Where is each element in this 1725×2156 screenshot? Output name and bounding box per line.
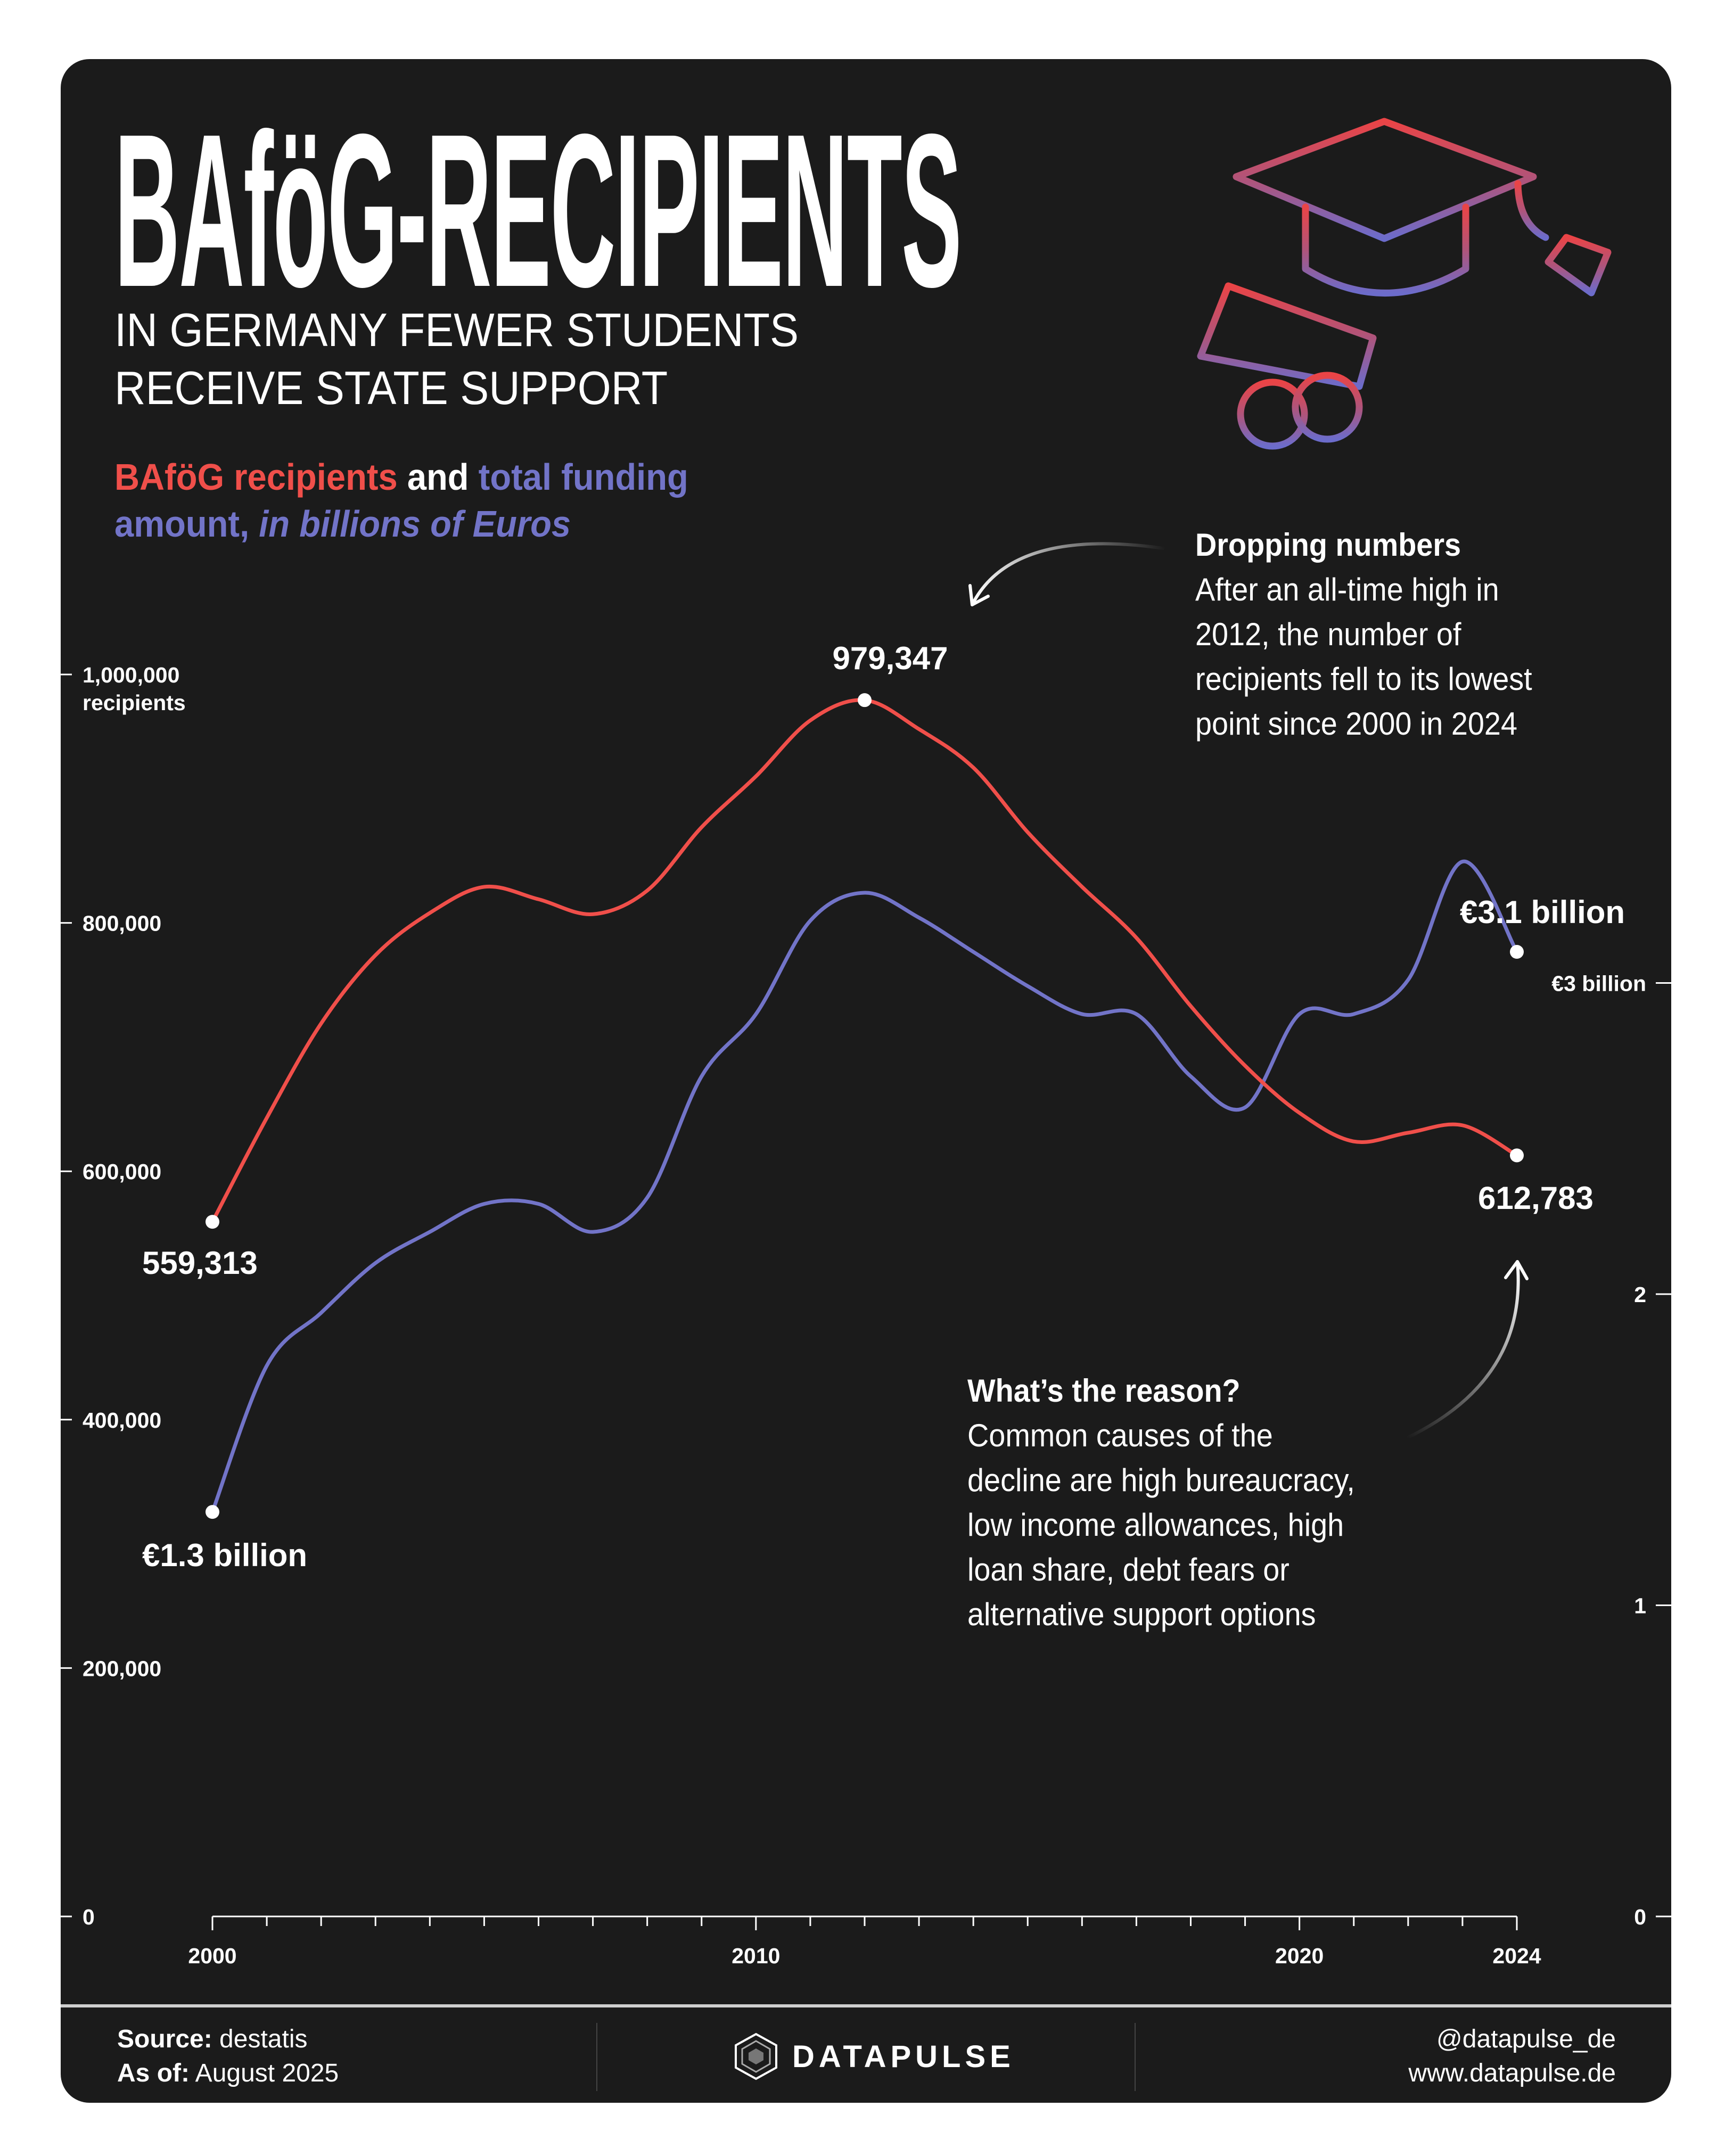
chart-legend: BAföG recipients and total funding amoun… <box>114 454 688 547</box>
y-left-unit-label: recipients <box>83 690 186 715</box>
annotation-line: recipients fell to its lowest <box>1195 661 1532 697</box>
y-right-tick-label: 1 <box>1634 1594 1646 1618</box>
graduation-cap-icon <box>1197 118 1612 450</box>
legend-recipients: BAföG recipients <box>114 456 398 498</box>
x-tick-label: 2000 <box>188 1944 236 1968</box>
data-point-dot <box>1510 1148 1524 1163</box>
label-rec-2024: 612,783 <box>1478 1180 1593 1216</box>
annotation-dropping-title: Dropping numbers <box>1195 527 1461 563</box>
data-point-dot <box>858 693 872 707</box>
label-rec-2012: 979,347 <box>833 640 948 676</box>
y-right-tick-label: €3 billion <box>1551 972 1646 996</box>
funding-line <box>210 860 1519 1514</box>
footer-divider-right <box>1135 2023 1136 2091</box>
y-right-tick-label: 0 <box>1634 1905 1646 1929</box>
subtitle: IN GERMANY FEWER STUDENTS RECEIVE STATE … <box>114 301 799 417</box>
x-tick-label: 2024 <box>1492 1944 1541 1968</box>
legend-funding: total funding <box>478 456 688 498</box>
legend-funding-cont: amount, <box>114 503 259 545</box>
legend-unit: in billions of Euros <box>259 503 571 545</box>
x-tick-label: 2020 <box>1275 1944 1324 1968</box>
recipients-line <box>210 698 1519 1224</box>
y-left-tick-label: 600,000 <box>83 1159 161 1184</box>
asof-value: August 2025 <box>189 2059 339 2087</box>
y-left-tick-label: 1,000,000 <box>83 663 179 687</box>
y-left-tick-label: 200,000 <box>83 1656 161 1681</box>
annotation-line: low income allowances, high <box>967 1507 1344 1543</box>
y-left-tick-label: 0 <box>83 1905 95 1929</box>
website-link[interactable]: www.datapulse.de <box>1408 2059 1616 2087</box>
annotation-line: alternative support options <box>967 1597 1316 1632</box>
page-title: BAföG-RECIPIENTS <box>114 88 962 332</box>
annotation-line: decline are high bureaucracy, <box>967 1462 1355 1498</box>
data-point-dot <box>206 1505 219 1519</box>
annotation-reason-title: What’s the reason? <box>967 1373 1241 1409</box>
footer-source: Source: destatis As of: August 2025 <box>117 2022 339 2091</box>
annotation-line: 2012, the number of <box>1195 616 1461 652</box>
footer-divider-left <box>596 2023 597 2091</box>
brand-logo: DATAPULSE <box>734 2032 1015 2080</box>
annotation-line: point since 2000 in 2024 <box>1195 706 1517 742</box>
brand-name: DATAPULSE <box>792 2039 1015 2074</box>
annotation-arrow-reason <box>1407 1260 1529 1439</box>
social-handle[interactable]: @datapulse_de <box>1436 2025 1616 2053</box>
y-left-tick-label: 400,000 <box>83 1408 161 1433</box>
data-point-dot <box>1510 945 1524 959</box>
source-value: destatis <box>212 2025 308 2053</box>
label-fund-2024: €3.1 billion <box>1460 894 1625 930</box>
data-point-dot <box>206 1215 219 1229</box>
data-labels: 979,347 559,313 €1.3 billion €3.1 billio… <box>142 640 1625 1573</box>
annotation-line: Common causes of the <box>967 1418 1273 1453</box>
annotation-line: After an all-time high in <box>1195 572 1499 607</box>
series-lines <box>206 693 1524 1519</box>
label-rec-2000: 559,313 <box>142 1245 258 1281</box>
datapulse-logo-icon <box>735 2032 777 2080</box>
label-fund-2000: €1.3 billion <box>142 1537 307 1573</box>
asof-label: As of: <box>117 2059 190 2087</box>
subtitle-line-2: RECEIVE STATE SUPPORT <box>114 361 668 414</box>
source-label: Source: <box>117 2025 212 2053</box>
legend-and: and <box>397 456 479 498</box>
footer-divider <box>61 2004 1671 2007</box>
y-left-tick-label: 800,000 <box>83 911 161 936</box>
annotation-arrow-dropping <box>968 542 1165 606</box>
infographic-card <box>61 59 1671 2103</box>
subtitle-line-1: IN GERMANY FEWER STUDENTS <box>114 303 799 356</box>
annotation-dropping: Dropping numbers After an all-time high … <box>1195 523 1532 746</box>
x-tick-label: 2010 <box>732 1944 780 1968</box>
axes: 2000 2010 2020 2024 0 200,000 400,000 600,000 80… <box>61 663 1671 1968</box>
footer-contact: @datapulse_de www.datapulse.de <box>1408 2022 1616 2091</box>
annotation-line: loan share, debt fears or <box>967 1552 1289 1587</box>
y-right-tick-label: 2 <box>1634 1282 1646 1307</box>
annotation-reason: What’s the reason? Common causes of the … <box>967 1369 1355 1637</box>
